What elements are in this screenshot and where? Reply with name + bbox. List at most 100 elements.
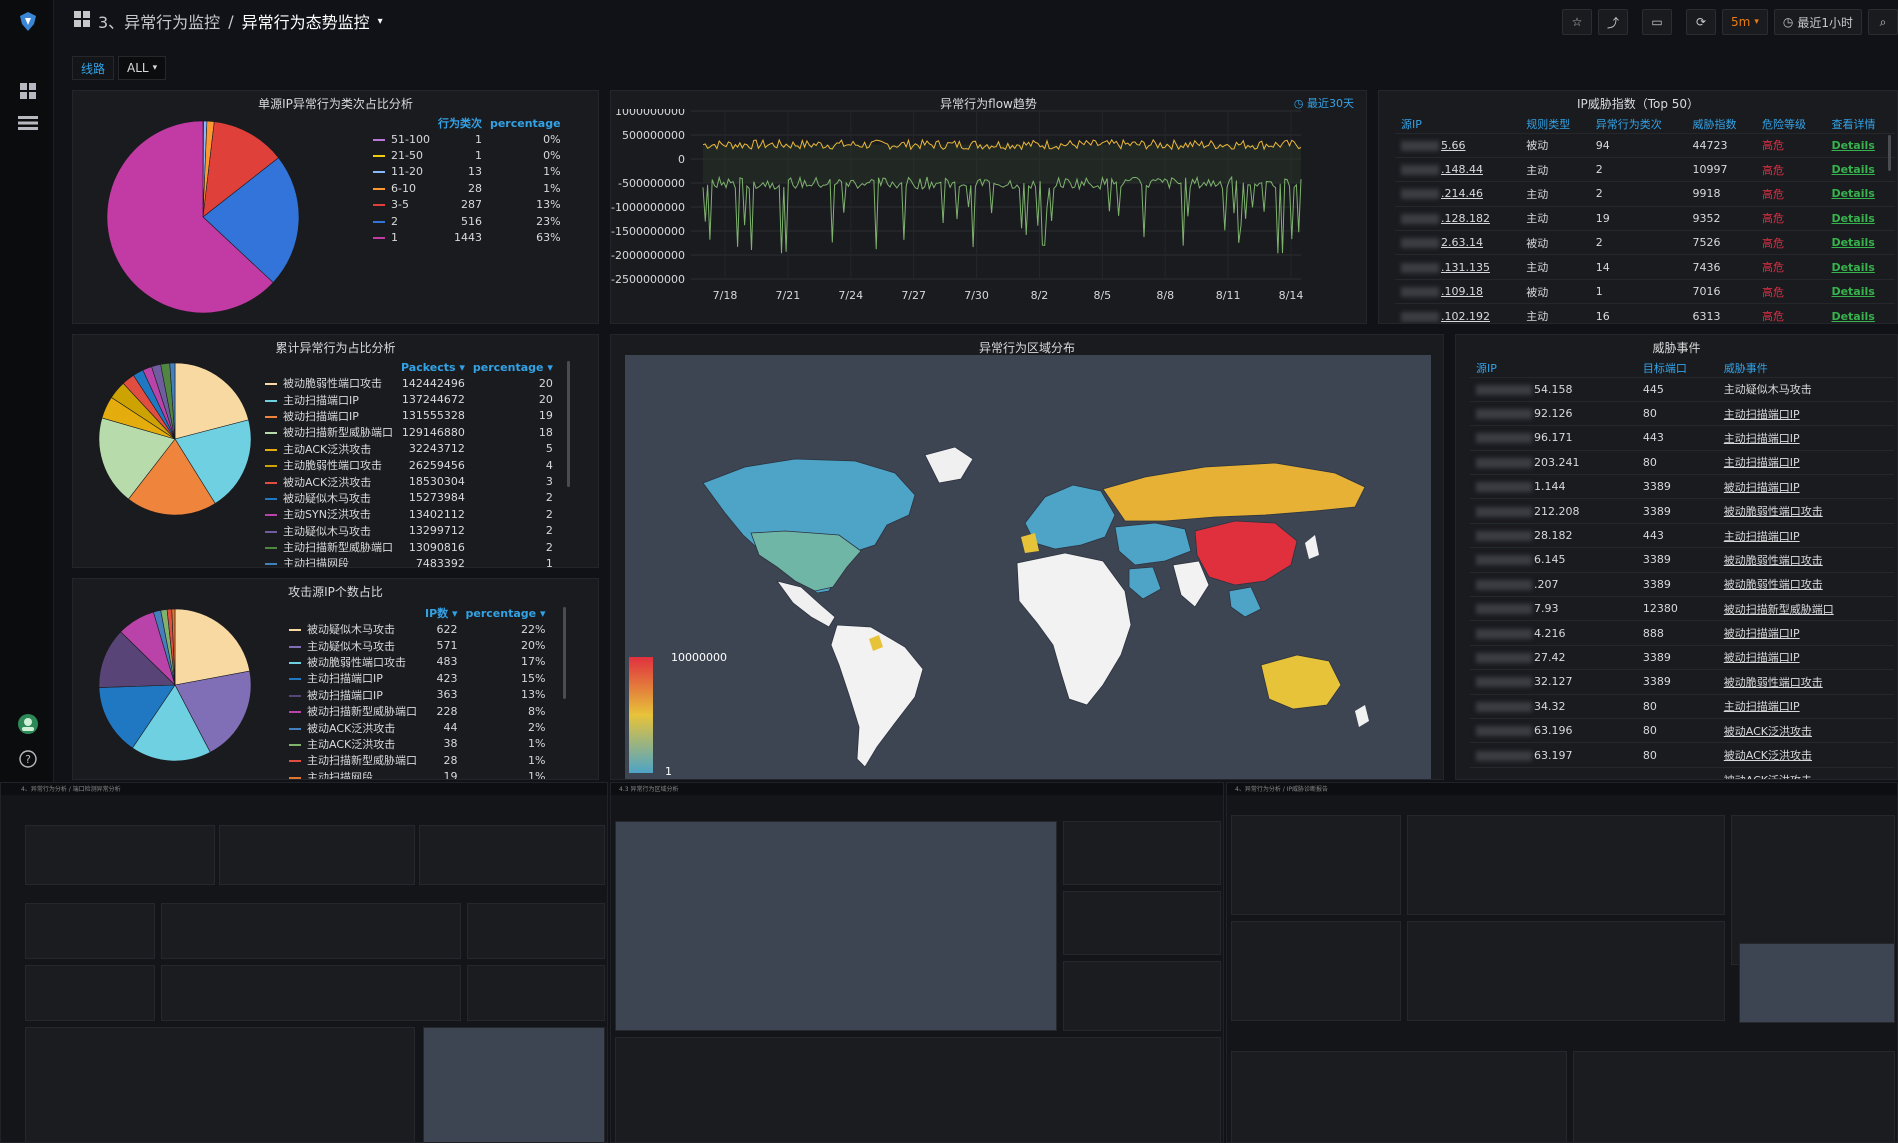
- pie-slice[interactable]: [174, 362, 249, 440]
- legend-row[interactable]: 主动脆弱性端口攻击 26259456 4: [261, 457, 557, 473]
- list-icon[interactable]: [17, 112, 39, 134]
- region-india[interactable]: [1172, 560, 1210, 608]
- region-greenland[interactable]: [924, 446, 974, 484]
- ip-cell[interactable]: .148.44: [1395, 156, 1521, 182]
- details-link[interactable]: Details: [1825, 230, 1895, 255]
- refresh-button[interactable]: ⟳: [1686, 9, 1717, 35]
- ip-cell[interactable]: .102.192: [1395, 303, 1521, 323]
- pie-slice[interactable]: [128, 438, 216, 516]
- thumbnail-ip-report[interactable]: 4、异常行为分析 / IP威胁诊断报告: [1226, 782, 1898, 1143]
- details-link[interactable]: Details: [1825, 205, 1895, 231]
- grafana-logo-icon[interactable]: [14, 8, 42, 36]
- ip-cell[interactable]: .128.182: [1395, 205, 1521, 231]
- event-cell[interactable]: 主动扫描端口IP: [1717, 693, 1894, 719]
- legend-row[interactable]: 6-10 28 1%: [369, 180, 565, 196]
- panel-title[interactable]: 异常行为flow趋势: [940, 97, 1037, 111]
- legend-col-b[interactable]: percentage ▾: [472, 360, 553, 374]
- event-cell[interactable]: 被动扫描端口IP: [1717, 620, 1894, 646]
- legend-row[interactable]: 主动疑似木马攻击 571 20%: [285, 637, 549, 653]
- breadcrumb-dashboard[interactable]: 异常行为态势监控: [241, 13, 370, 32]
- legend-col-a[interactable]: IP数 ▾: [425, 607, 458, 620]
- legend-row[interactable]: 主动扫描新型威胁端口 13090816 2: [261, 539, 557, 555]
- event-cell[interactable]: 主动疑似木马攻击: [1717, 376, 1894, 402]
- refresh-interval-picker[interactable]: 5m ▾: [1722, 9, 1768, 35]
- scrollbar[interactable]: [1888, 135, 1891, 171]
- legend-row[interactable]: 21-50 1 0%: [369, 147, 565, 163]
- tv-mode-button[interactable]: ▭: [1642, 9, 1673, 35]
- pie-slice[interactable]: [106, 120, 274, 314]
- details-link[interactable]: Details: [1825, 278, 1895, 304]
- legend-row[interactable]: 3-5 287 13%: [369, 197, 565, 213]
- event-cell[interactable]: 被动脆弱性端口攻击: [1717, 498, 1894, 524]
- legend-col-b[interactable]: percentage ▾: [465, 606, 546, 620]
- pie-slice[interactable]: [98, 684, 176, 749]
- region-venezuela[interactable]: [869, 635, 883, 651]
- legend-row[interactable]: 主动SYN泛洪攻击 13402112 2: [261, 506, 557, 522]
- event-cell[interactable]: 被动扫描新型威胁端口: [1717, 596, 1894, 621]
- legend-row[interactable]: 主动扫描端口IP 423 15%: [285, 670, 549, 686]
- series-line[interactable]: [702, 138, 1302, 151]
- legend-row[interactable]: 主动ACK泛洪攻击 38 1%: [285, 736, 549, 752]
- event-cell[interactable]: 主动扫描端口IP: [1717, 400, 1894, 426]
- scrollbar[interactable]: [567, 361, 570, 487]
- legend-row[interactable]: 11-20 13 1%: [369, 164, 565, 180]
- legend-row[interactable]: 51-100 1 0%: [369, 131, 565, 147]
- region-russia[interactable]: [1102, 462, 1366, 522]
- column-header[interactable]: 查看详情: [1831, 117, 1876, 131]
- region-australia[interactable]: [1260, 654, 1342, 710]
- help-icon[interactable]: ?: [17, 748, 39, 770]
- region-china[interactable]: [1194, 520, 1298, 586]
- column-header[interactable]: 威胁事件: [1723, 361, 1768, 375]
- legend-row[interactable]: 被动扫描新型威胁端口 129146880 18: [261, 424, 557, 440]
- event-cell[interactable]: 被动脆弱性端口攻击: [1717, 547, 1894, 573]
- event-cell[interactable]: 主动扫描端口IP: [1717, 522, 1894, 548]
- column-header[interactable]: 规则类型: [1526, 117, 1571, 131]
- panel-title[interactable]: 单源IP异常行为类次占比分析: [258, 97, 413, 111]
- panel-title[interactable]: IP威胁指数（Top 50）: [1576, 97, 1700, 111]
- pie-slice[interactable]: [202, 121, 279, 218]
- legend-col-a[interactable]: Packects ▾: [401, 360, 465, 374]
- details-link[interactable]: Details: [1825, 132, 1895, 158]
- pie-slice[interactable]: [132, 684, 211, 762]
- ip-cell[interactable]: .131.135: [1395, 254, 1521, 280]
- legend-row[interactable]: 被动扫描新型威胁端口 228 8%: [285, 703, 549, 719]
- legend-row[interactable]: 被动疑似木马攻击 622 22%: [285, 621, 549, 637]
- scrollbar[interactable]: [563, 607, 566, 699]
- thumbnail-port-analysis[interactable]: 4、异常行为分析 / 端口检测异常分析: [0, 782, 608, 1143]
- legend-col-a[interactable]: 行为类次: [437, 117, 482, 130]
- star-button[interactable]: ☆: [1562, 9, 1592, 35]
- event-cell[interactable]: 被动脆弱性端口攻击: [1717, 669, 1894, 695]
- dashboards-icon[interactable]: [17, 80, 39, 102]
- legend-row[interactable]: 主动扫描新型威胁端口 28 1%: [285, 752, 549, 768]
- legend-row[interactable]: 主动疑似木马攻击 13299712 2: [261, 523, 557, 539]
- legend-row[interactable]: 主动扫描端口IP 137244672 20: [261, 391, 557, 407]
- region-new-zealand[interactable]: [1355, 705, 1369, 727]
- region-middle-east[interactable]: [1128, 566, 1162, 600]
- legend-col-b[interactable]: percentage: [489, 116, 561, 130]
- zoom-out-button[interactable]: ⌕: [1868, 9, 1898, 35]
- ip-cell[interactable]: 5.66: [1395, 132, 1521, 158]
- series-line[interactable]: [702, 175, 1302, 254]
- legend-row[interactable]: 主动ACK泛洪攻击 32243712 5: [261, 441, 557, 457]
- region-south-america[interactable]: [830, 624, 924, 768]
- ip-cell[interactable]: 2.63.14: [1395, 230, 1521, 255]
- event-cell[interactable]: 被动ACK泛洪攻击: [1717, 717, 1894, 743]
- breadcrumb-folder[interactable]: 3、异常行为监控: [98, 13, 221, 32]
- legend-row[interactable]: 被动ACK泛洪攻击 18530304 3: [261, 473, 557, 489]
- pie-slice[interactable]: [174, 670, 252, 753]
- region-central-asia[interactable]: [1114, 522, 1192, 566]
- event-cell[interactable]: 被动扫描端口IP: [1717, 474, 1894, 499]
- legend-row[interactable]: 被动疑似木马攻击 15273984 2: [261, 490, 557, 506]
- legend-row[interactable]: 被动扫描端口IP 363 13%: [285, 687, 549, 703]
- column-header[interactable]: 威胁指数: [1692, 117, 1737, 131]
- event-cell[interactable]: 被动脆弱性端口攻击: [1717, 571, 1894, 597]
- event-cell[interactable]: 主动扫描端口IP: [1717, 425, 1894, 451]
- event-cell[interactable]: 主动扫描端口IP: [1717, 449, 1894, 475]
- thumbnail-region-analysis[interactable]: 4.3 异常行为区域分析: [610, 782, 1224, 1143]
- pie-slice[interactable]: [174, 608, 251, 686]
- details-link[interactable]: Details: [1825, 156, 1895, 182]
- panel-title[interactable]: 攻击源IP个数占比: [288, 585, 383, 599]
- legend-row[interactable]: 主动扫描网段 19 1%: [285, 769, 549, 779]
- event-cell[interactable]: 被动ACK泛洪攻击: [1717, 766, 1894, 779]
- panel-title[interactable]: 累计异常行为占比分析: [275, 341, 396, 355]
